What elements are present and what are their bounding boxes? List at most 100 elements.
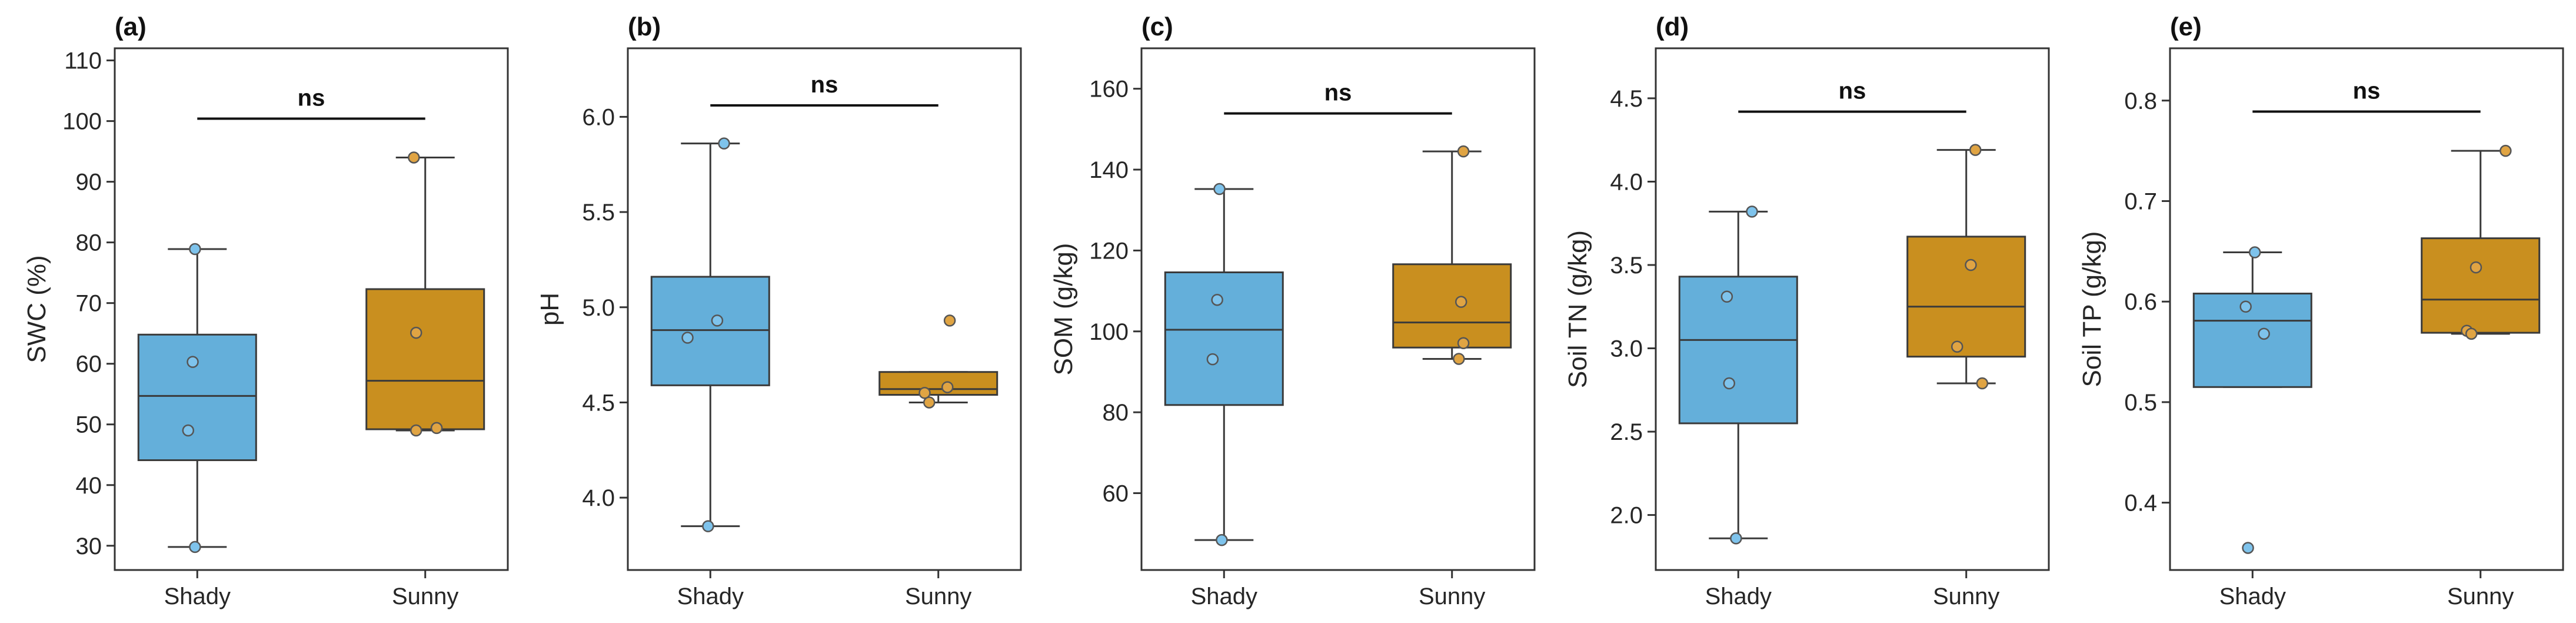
y-tick-label: 0.5 bbox=[2124, 390, 2157, 416]
data-point-shady bbox=[1211, 293, 1223, 306]
x-tick-label-sunny: Sunny bbox=[905, 584, 971, 609]
y-tick-label: 2.5 bbox=[1610, 419, 1643, 445]
y-tick-label: 90 bbox=[76, 170, 102, 195]
data-point-sunny bbox=[1951, 340, 1963, 353]
data-point-shady bbox=[702, 520, 714, 532]
box-sunny bbox=[365, 288, 485, 430]
x-tick-label-shady: Shady bbox=[1705, 584, 1772, 609]
panel-label: (a) bbox=[115, 12, 147, 41]
data-point-sunny bbox=[923, 396, 936, 409]
y-tick-label: 4.5 bbox=[582, 390, 615, 416]
data-point-shady bbox=[189, 243, 201, 256]
y-tick-label: 3.0 bbox=[1610, 336, 1643, 362]
axes-frame bbox=[627, 47, 1022, 571]
significance-label: ns bbox=[2353, 78, 2381, 104]
y-tick-label: 30 bbox=[76, 533, 102, 559]
box-shady bbox=[650, 276, 770, 386]
data-point-sunny bbox=[2465, 327, 2478, 340]
significance-label: ns bbox=[1839, 78, 1866, 104]
y-tick-label: 70 bbox=[76, 291, 102, 317]
box-sunny bbox=[878, 371, 999, 396]
panel-4: 2.0 2.5 3.0 3.5 4.0 4.5 Shady Sunny Soil TN (g/k… bbox=[1563, 12, 2050, 609]
data-point-sunny bbox=[1453, 353, 1465, 365]
data-point-sunny bbox=[1457, 145, 1470, 158]
y-tick-label: 80 bbox=[1103, 400, 1129, 426]
y-axis-label: SOM (g/kg) bbox=[1049, 243, 1078, 376]
panel-1: 30 40 50 60 70 80 90 100 110 Shady Sunny SWC (%) (a)… bbox=[22, 12, 509, 609]
data-point-sunny bbox=[943, 314, 956, 327]
box-shady bbox=[2192, 293, 2312, 388]
significance-label: ns bbox=[298, 85, 325, 111]
y-tick-label: 140 bbox=[1089, 157, 1129, 183]
data-point-sunny bbox=[410, 424, 422, 437]
box-sunny bbox=[1392, 263, 1512, 349]
significance-label: ns bbox=[811, 72, 838, 98]
y-tick-label: 80 bbox=[76, 230, 102, 256]
y-axis-label: SWC (%) bbox=[22, 255, 51, 363]
x-tick-label-shady: Shady bbox=[1191, 584, 1257, 609]
x-tick-label-sunny: Sunny bbox=[2447, 584, 2514, 609]
axes-frame bbox=[114, 47, 509, 571]
y-tick-label: 5.0 bbox=[582, 295, 615, 321]
data-point-shady bbox=[711, 314, 724, 327]
y-tick-label: 4.0 bbox=[582, 485, 615, 511]
data-point-sunny bbox=[1965, 259, 1977, 271]
panel-label: (b) bbox=[628, 12, 661, 41]
data-point-sunny bbox=[410, 326, 422, 339]
x-tick-label-sunny: Sunny bbox=[392, 584, 458, 609]
y-tick-label: 5.5 bbox=[582, 200, 615, 226]
data-point-sunny bbox=[1969, 144, 1982, 156]
y-tick-label: 100 bbox=[62, 109, 102, 135]
y-tick-label: 110 bbox=[64, 48, 102, 74]
y-tick-label: 4.5 bbox=[1610, 86, 1643, 112]
data-point-shady bbox=[2239, 300, 2252, 313]
panel-5: 0.4 0.5 0.6 0.7 0.8 Shady Sunny Soil TP (g/kg) (… bbox=[2078, 12, 2564, 609]
data-point-sunny bbox=[1457, 337, 1470, 349]
data-point-shady bbox=[2242, 542, 2254, 554]
data-point-shady bbox=[1723, 377, 1736, 390]
panel-3: 60 80 100 120 140 160 Shady Sunny SOM (g/kg) (c) n… bbox=[1049, 12, 1536, 609]
data-point-sunny bbox=[2470, 261, 2482, 274]
axes-frame bbox=[1655, 47, 2050, 571]
x-tick-label-shady: Shady bbox=[677, 584, 744, 609]
box-sunny bbox=[2421, 237, 2541, 334]
data-point-shady bbox=[2258, 327, 2270, 340]
data-point-shady bbox=[189, 541, 201, 554]
y-tick-label: 0.4 bbox=[2124, 491, 2157, 516]
x-tick-label-shady: Shady bbox=[2219, 584, 2286, 609]
data-point-shady bbox=[1746, 206, 1758, 218]
x-tick-label-sunny: Sunny bbox=[1933, 584, 1999, 609]
y-tick-label: 160 bbox=[1089, 77, 1129, 102]
axes-frame bbox=[1140, 47, 1536, 571]
data-point-shady bbox=[1216, 533, 1228, 546]
y-tick-label: 40 bbox=[76, 473, 102, 499]
x-tick-label-shady: Shady bbox=[164, 584, 231, 609]
box-sunny bbox=[1906, 236, 2026, 358]
y-tick-label: 4.0 bbox=[1610, 169, 1643, 195]
y-tick-label: 60 bbox=[76, 352, 102, 377]
x-tick-label-sunny: Sunny bbox=[1419, 584, 1485, 609]
data-point-shady bbox=[1213, 183, 1226, 195]
data-point-shady bbox=[1730, 532, 1742, 545]
axes-frame bbox=[2169, 47, 2564, 571]
significance-label: ns bbox=[1324, 80, 1352, 106]
data-point-sunny bbox=[2500, 144, 2512, 157]
data-point-shady bbox=[187, 356, 199, 368]
data-point-shady bbox=[718, 137, 730, 150]
y-tick-label: 60 bbox=[1103, 481, 1129, 507]
y-tick-label: 0.7 bbox=[2124, 188, 2157, 214]
data-point-sunny bbox=[430, 422, 443, 435]
y-tick-label: 2.0 bbox=[1610, 503, 1643, 529]
y-tick-label: 3.5 bbox=[1610, 253, 1643, 279]
data-point-shady bbox=[1206, 353, 1219, 366]
y-tick-label: 100 bbox=[1089, 319, 1129, 345]
y-tick-label: 0.6 bbox=[2124, 289, 2157, 315]
data-point-sunny bbox=[941, 381, 954, 393]
panel-label: (d) bbox=[1656, 12, 1689, 41]
y-axis-label: pH bbox=[535, 293, 564, 326]
panel-label: (e) bbox=[2170, 12, 2202, 41]
box-shady bbox=[1678, 276, 1798, 425]
y-axis-label: Soil TN (g/kg) bbox=[1563, 230, 1592, 388]
data-point-sunny bbox=[408, 151, 420, 164]
